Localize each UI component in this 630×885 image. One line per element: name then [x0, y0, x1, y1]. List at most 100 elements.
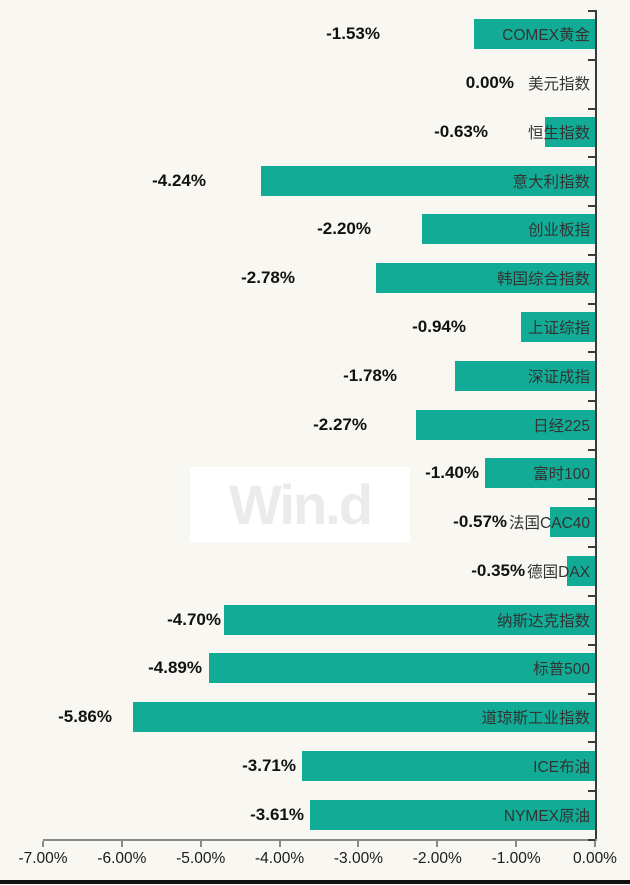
bar-and-label: 意大利指数 [261, 156, 595, 205]
bar-row: -0.94% 上证综指 [0, 303, 595, 352]
category-axis-line [595, 10, 597, 841]
category-label: 日经225 [533, 417, 590, 435]
value-label: -4.89% [148, 658, 202, 678]
value-label: -1.40% [425, 463, 479, 483]
category-axis-tick [588, 546, 595, 549]
value-label: -2.20% [317, 219, 371, 239]
bar-and-label: 纳斯达克指数 [224, 595, 595, 644]
bar-and-label: 法国CAC40 [509, 498, 595, 547]
wind-watermark: Win.d [190, 467, 410, 542]
category-axis-tick [588, 400, 595, 403]
bar-and-label: ICE布油 [302, 741, 595, 790]
value-label: -0.94% [412, 316, 466, 336]
value-axis-tick-label: -7.00% [18, 850, 68, 867]
bar [474, 19, 595, 50]
category-axis-tick [588, 692, 595, 695]
bar-row: -0.63% 恒生指数 [0, 108, 595, 157]
value-axis-tick [199, 841, 202, 847]
bar-row: -1.53% COMEX黄金 [0, 10, 595, 59]
category-axis-tick [588, 10, 595, 12]
bar-and-label: 韩国综合指数 [376, 254, 595, 303]
category-label: 富时100 [533, 466, 590, 484]
bar [416, 409, 595, 440]
bar [521, 311, 595, 342]
category-label: ICE布油 [533, 758, 590, 776]
bar-row: -5.86% 道琼斯工业指数 [0, 693, 595, 742]
value-axis-tick [278, 841, 281, 847]
bar [209, 653, 595, 684]
category-axis-tick [588, 497, 595, 500]
category-axis-tick [588, 107, 595, 110]
bottom-border-line [0, 880, 630, 884]
bar-row: -4.89% 标普500 [0, 644, 595, 693]
bar-and-label: 道琼斯工业指数 [133, 693, 595, 742]
value-label: -0.35% [471, 560, 526, 580]
bar-and-label: 德国DAX [527, 546, 595, 595]
category-axis-tick [588, 741, 595, 744]
category-axis-tick [588, 839, 595, 841]
bar [550, 507, 595, 538]
bar-row: -2.27% 日经225 [0, 400, 595, 449]
bar [422, 214, 595, 245]
value-label: -1.78% [343, 365, 397, 385]
bar-row: -0.57% 法国CAC40 [0, 498, 595, 547]
category-label: COMEX黄金 [502, 27, 590, 45]
value-axis-tick-label: -4.00% [255, 850, 305, 867]
bar-row: -2.78% 韩国综合指数 [0, 254, 595, 303]
value-label: -0.57% [453, 512, 508, 532]
bar [455, 360, 595, 391]
category-label: 意大利指数 [512, 173, 590, 191]
bar-row: -3.71% ICE布油 [0, 741, 595, 790]
bar-row: -1.78% 深证成指 [0, 351, 595, 400]
value-label: -2.27% [313, 414, 367, 434]
category-label: 纳斯达克指数 [496, 612, 590, 630]
category-label: 美元指数 [527, 76, 590, 94]
value-axis-tick [436, 841, 439, 847]
bar-row: -1.40% 富时100 [0, 449, 595, 498]
category-axis-tick [588, 302, 595, 305]
value-axis-tick [357, 841, 360, 847]
value-axis-tick-label: -1.00% [491, 850, 541, 867]
bar-and-label: 恒生指数 [528, 108, 595, 157]
category-axis-tick [588, 448, 595, 451]
value-label: -1.53% [326, 24, 380, 44]
category-axis-tick [588, 205, 595, 208]
category-label: 法国CAC40 [509, 515, 590, 533]
bar-and-label: 美元指数 [528, 59, 595, 108]
value-axis-tick [515, 841, 518, 847]
bar [133, 702, 595, 733]
bar [224, 604, 595, 635]
category-axis-tick [588, 643, 595, 646]
plot-area: -1.53% COMEX黄金 0.00% 美元指数 -0.63% 恒生指数 -4.24% 意大… [0, 10, 595, 839]
value-label: -0.63% [434, 121, 488, 141]
bar [302, 750, 595, 781]
category-axis-tick [588, 790, 595, 793]
bar [567, 555, 595, 586]
bar-row: -0.35% 德国DAX [0, 546, 595, 595]
value-axis-line [43, 839, 597, 841]
category-axis-tick [588, 156, 595, 159]
bar [376, 263, 595, 294]
value-label: -3.61% [250, 804, 304, 824]
bar [485, 458, 595, 489]
value-axis-tick-label: -3.00% [333, 850, 383, 867]
bar [261, 165, 595, 196]
bar-and-label: 创业板指 [422, 205, 595, 254]
bar-row: -2.20% 创业板指 [0, 205, 595, 254]
bar-row: -4.24% 意大利指数 [0, 156, 595, 205]
category-label: 恒生指数 [527, 124, 590, 142]
value-axis-tick-label: 0.00% [573, 850, 617, 867]
value-label: -4.24% [152, 170, 206, 190]
value-axis-tick-label: -5.00% [176, 850, 226, 867]
category-label: 韩国综合指数 [496, 271, 590, 289]
bar-and-label: 标普500 [209, 644, 595, 693]
category-axis-tick [588, 58, 595, 61]
bar-row: 0.00% 美元指数 [0, 59, 595, 108]
value-label: -5.86% [58, 707, 112, 727]
category-axis-tick [588, 253, 595, 256]
value-label: -4.70% [167, 609, 221, 629]
bar-and-label: 深证成指 [455, 351, 595, 400]
value-axis-tick [594, 841, 596, 847]
value-label: -3.71% [242, 755, 296, 775]
bar-and-label: 日经225 [416, 400, 595, 449]
